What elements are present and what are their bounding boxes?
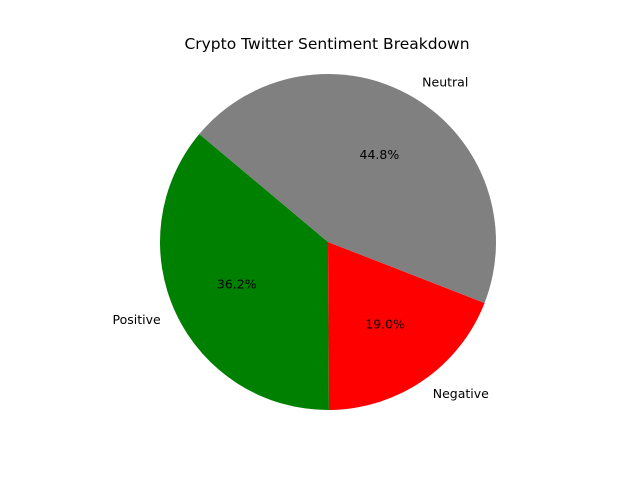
slice-label-negative: Negative [433, 386, 489, 401]
pie-slices [159, 74, 496, 410]
pie-labels: Positive 36.2% Negative 19.0% Neutral 44.8% [113, 75, 490, 401]
pie-slice-positive [159, 134, 329, 410]
slice-percent-negative: 19.0% [365, 317, 405, 332]
slice-label-positive: Positive [113, 312, 161, 327]
slice-percent-neutral: 44.8% [360, 147, 400, 162]
pie-slice-neutral [199, 74, 496, 303]
slice-percent-positive: 36.2% [217, 276, 257, 291]
pie-slice-negative [328, 242, 485, 410]
chart-title: Crypto Twitter Sentiment Breakdown [184, 35, 469, 53]
slice-label-neutral: Neutral [422, 75, 468, 90]
